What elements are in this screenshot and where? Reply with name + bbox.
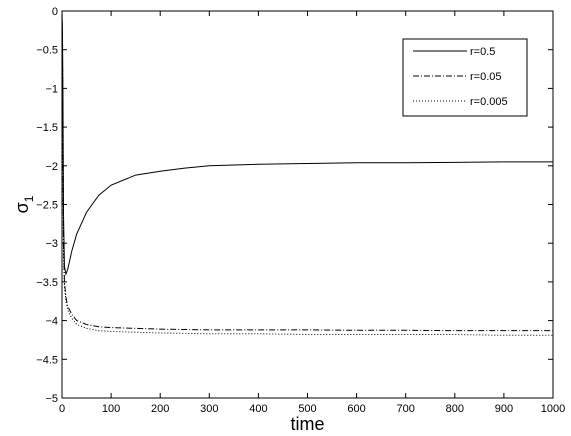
x-tick-label: 200 xyxy=(151,403,169,415)
y-tick-label: 0 xyxy=(52,6,58,18)
legend-box xyxy=(402,38,528,117)
y-axis-label: σ1 xyxy=(12,195,36,213)
y-tick-label: −1 xyxy=(45,83,58,95)
series-line-2 xyxy=(61,10,553,336)
y-axis-label-subscript: 1 xyxy=(22,195,36,202)
x-axis-label: time xyxy=(290,414,324,434)
y-tick-label: −2 xyxy=(45,161,58,173)
x-tick-label: 600 xyxy=(347,403,365,415)
plot-frame xyxy=(61,10,554,399)
y-tick-label: −2.5 xyxy=(36,200,58,212)
legend: r=0.5 r=0.05 r=0.005 xyxy=(402,38,528,117)
legend-label-r0005: r=0.005 xyxy=(470,96,508,108)
x-tick-label: 1000 xyxy=(541,403,565,415)
y-tick-label: −4 xyxy=(45,316,58,328)
y-tick-label: −1.5 xyxy=(36,122,58,134)
x-tick-label: 300 xyxy=(200,403,218,415)
x-tick-label: 700 xyxy=(397,403,415,415)
x-tick-label: 800 xyxy=(446,403,464,415)
x-tick-label: 0 xyxy=(59,403,65,415)
x-tick-label: 400 xyxy=(249,403,267,415)
legend-label-r005: r=0.05 xyxy=(470,71,502,83)
series-line-0 xyxy=(61,10,553,277)
y-tick-label: −3 xyxy=(45,238,58,250)
legend-label-r05: r=0.5 xyxy=(470,46,495,58)
series-line-1 xyxy=(61,10,553,332)
y-tick-label: −0.5 xyxy=(36,45,58,57)
y-tick-label: −4.5 xyxy=(36,354,58,366)
x-tick-label: 900 xyxy=(495,403,513,415)
y-axis-label-symbol: σ xyxy=(12,202,32,213)
x-tick-label: 500 xyxy=(298,403,316,415)
x-tick-label: 100 xyxy=(102,403,120,415)
y-tick-label: −3.5 xyxy=(36,277,58,289)
y-tick-label: −5 xyxy=(45,393,58,405)
